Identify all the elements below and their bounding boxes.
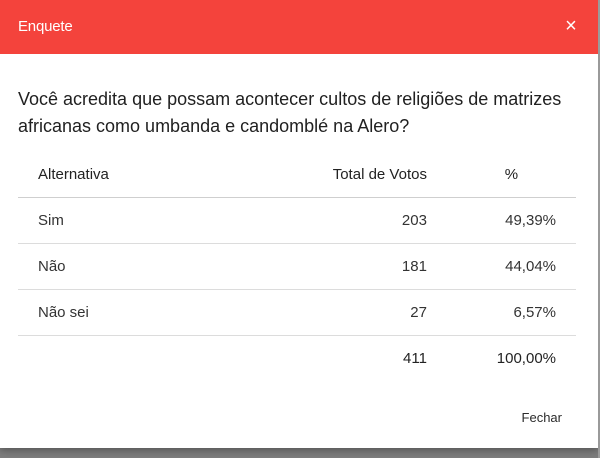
column-header-votes: Total de Votos — [304, 152, 427, 198]
row-alternative: Não sei — [18, 289, 305, 336]
dialog-title: Enquete — [18, 18, 73, 35]
close-icon[interactable]: × — [565, 15, 577, 37]
close-button[interactable]: Fechar — [521, 410, 562, 425]
table-total-row: 411 100,00% — [18, 336, 576, 382]
table-row: Não 181 44,04% — [18, 243, 576, 290]
dialog-header: Enquete × — [0, 0, 598, 54]
total-percent: 100,00% — [496, 350, 556, 367]
poll-question: Você acredita que possam acontecer culto… — [18, 89, 562, 136]
column-header-alternative: Alternativa — [18, 152, 305, 198]
row-votes: 203 — [304, 197, 427, 244]
total-label-cell — [18, 336, 305, 382]
row-alternative: Sim — [18, 197, 305, 244]
row-percent: 44,04% — [426, 243, 576, 290]
table-header-row: Alternativa Total de Votos % — [18, 152, 576, 198]
row-votes: 181 — [304, 243, 427, 290]
total-votes: 411 — [403, 350, 427, 367]
row-alternative: Não — [18, 243, 305, 290]
page-scrollbar-edge — [598, 0, 600, 458]
results-table: Alternativa Total de Votos % Sim 203 49,… — [18, 152, 576, 381]
row-percent: 49,39% — [426, 197, 576, 244]
table-row: Não sei 27 6,57% — [18, 289, 576, 336]
poll-dialog: Enquete × Você acredita que possam acont… — [0, 0, 598, 448]
row-votes: 27 — [304, 289, 427, 336]
table-row: Sim 203 49,39% — [18, 197, 576, 244]
row-percent: 6,57% — [426, 289, 576, 336]
column-header-percent: % — [426, 152, 576, 198]
